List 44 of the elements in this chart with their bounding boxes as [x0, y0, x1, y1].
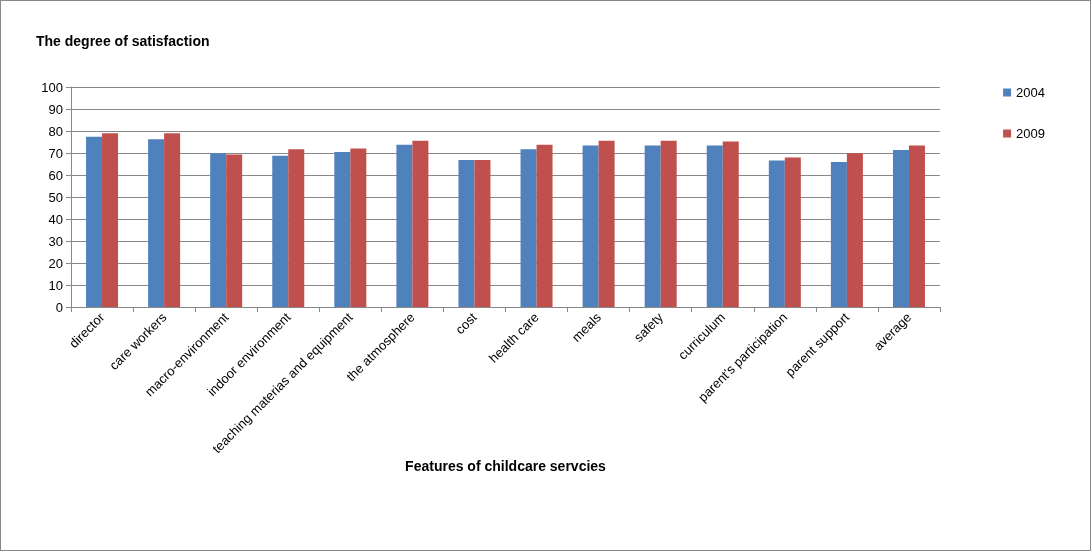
- bar: [458, 160, 475, 307]
- y-tick-label: 0: [55, 299, 63, 315]
- y-tick-label: 70: [48, 145, 63, 161]
- legend-label: 2009: [1016, 126, 1045, 141]
- y-tick-label: 20: [48, 255, 63, 271]
- bar: [582, 145, 599, 307]
- bar: [892, 149, 909, 307]
- bar: [474, 160, 491, 307]
- bar: [706, 145, 723, 307]
- x-axis-title: Features of childcare servcies: [405, 457, 607, 474]
- y-tick-label: 50: [48, 189, 63, 205]
- y-tick-label: 40: [48, 211, 63, 227]
- bar: [164, 133, 181, 307]
- bar: [784, 157, 801, 307]
- bar: [148, 139, 165, 307]
- y-tick-label: 60: [48, 167, 63, 183]
- bar: [644, 145, 661, 307]
- bar: [768, 160, 785, 307]
- bar: [226, 154, 243, 307]
- bar: [908, 145, 925, 307]
- bar: [396, 144, 413, 307]
- bar: [210, 153, 227, 307]
- bar: [520, 149, 537, 307]
- bar: [536, 144, 553, 307]
- bar: [830, 162, 847, 307]
- bar: [660, 140, 677, 307]
- bar: [722, 141, 739, 307]
- bar: [350, 148, 367, 307]
- bar: [598, 140, 615, 307]
- chart-title: The degree of satisfaction: [36, 33, 210, 49]
- bar: [272, 155, 289, 307]
- bar: [412, 140, 429, 307]
- y-tick-label: 80: [48, 123, 63, 139]
- y-tick-label: 30: [48, 233, 63, 249]
- x-tick-label: cost: [452, 309, 481, 338]
- bar: [334, 152, 351, 307]
- bar: [846, 153, 863, 307]
- bar: [86, 136, 103, 307]
- y-tick-label: 10: [48, 277, 63, 293]
- bar: [102, 133, 119, 307]
- y-tick-label: 90: [48, 101, 63, 117]
- bar: [288, 149, 305, 307]
- legend-label: 2004: [1016, 85, 1045, 100]
- y-tick-label: 100: [41, 79, 63, 95]
